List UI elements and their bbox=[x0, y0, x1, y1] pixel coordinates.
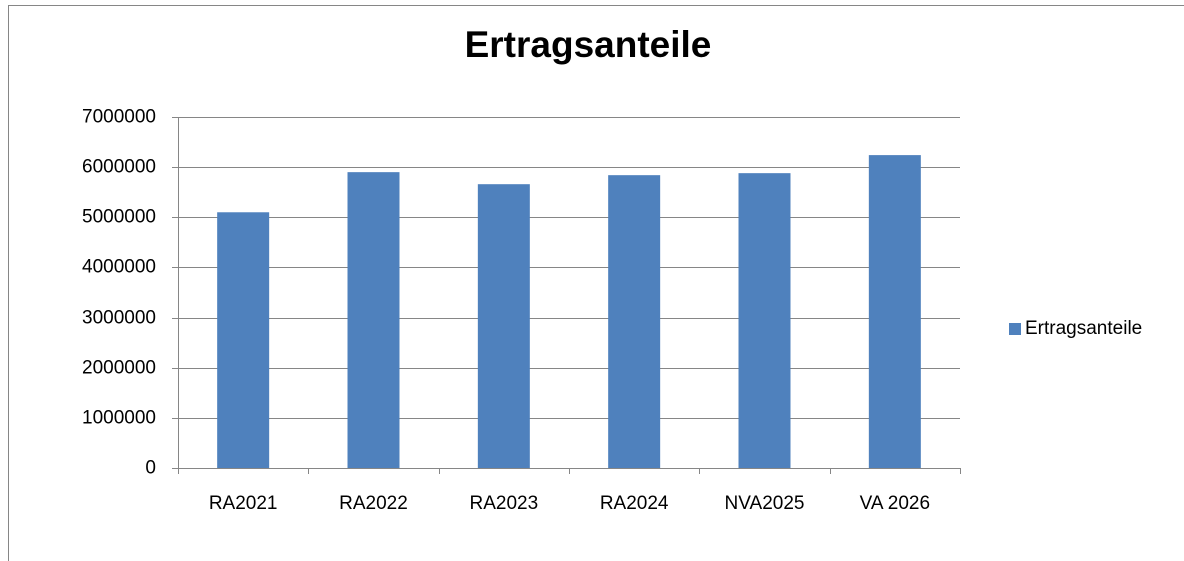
x-tick-label: RA2022 bbox=[339, 493, 408, 514]
y-tick-label: 7000000 bbox=[82, 107, 156, 128]
bar bbox=[217, 212, 270, 468]
x-tick-label: RA2024 bbox=[600, 493, 669, 514]
bar bbox=[868, 155, 921, 468]
x-tick-label: VA 2026 bbox=[860, 493, 930, 514]
x-tick-label: RA2021 bbox=[209, 493, 278, 514]
y-tick-label: 2000000 bbox=[82, 358, 156, 379]
y-tick-label: 6000000 bbox=[82, 157, 156, 178]
legend-swatch bbox=[1009, 323, 1021, 335]
x-tick-label: RA2023 bbox=[469, 493, 538, 514]
y-tick-label: 0 bbox=[145, 458, 156, 479]
bar bbox=[347, 172, 400, 468]
bar bbox=[477, 184, 530, 469]
y-tick-label: 1000000 bbox=[82, 408, 156, 429]
bar bbox=[738, 173, 791, 468]
chart-title: Ertragsanteile bbox=[465, 24, 712, 65]
y-tick-label: 4000000 bbox=[82, 257, 156, 278]
chart-border bbox=[8, 5, 1184, 561]
legend-label: Ertragsanteile bbox=[1025, 318, 1142, 339]
bar bbox=[608, 175, 661, 468]
y-tick-label: 5000000 bbox=[82, 207, 156, 228]
x-tick-label: NVA2025 bbox=[725, 493, 805, 514]
y-tick-label: 3000000 bbox=[82, 308, 156, 329]
